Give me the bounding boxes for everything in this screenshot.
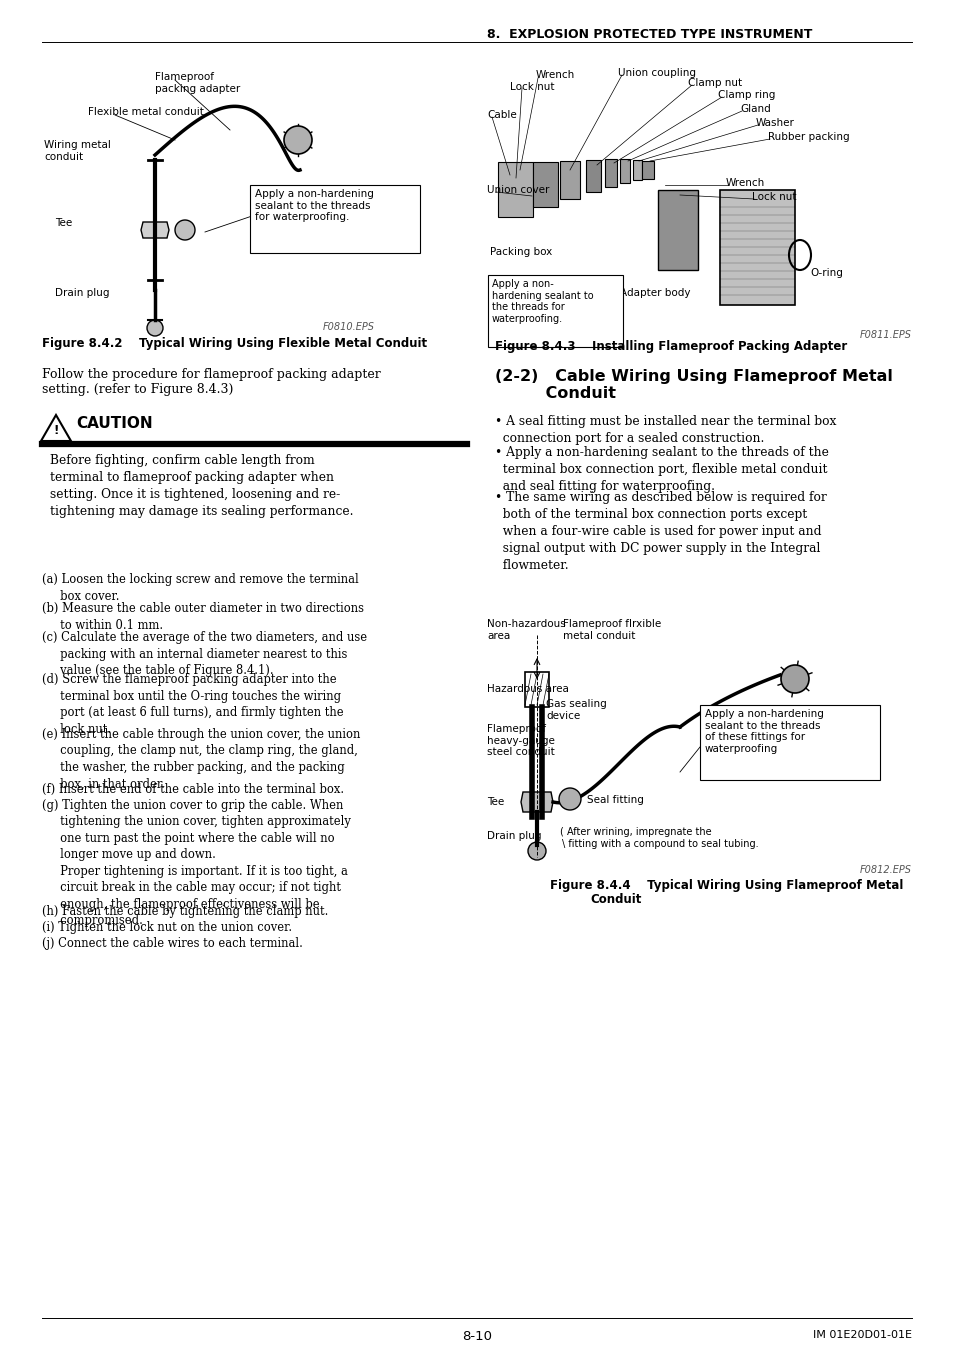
Circle shape — [781, 665, 808, 693]
Text: • A seal fitting must be installed near the terminal box
  connection port for a: • A seal fitting must be installed near … — [495, 415, 836, 444]
Bar — [585, 159, 600, 192]
Text: Tee: Tee — [55, 218, 72, 228]
Text: Apply a non-hardening
sealant to the threads
for waterproofing.: Apply a non-hardening sealant to the thr… — [254, 189, 374, 222]
Text: F0811.EPS: F0811.EPS — [859, 330, 911, 340]
Text: Lock nut: Lock nut — [751, 192, 796, 203]
Bar — [700, 705, 879, 780]
Text: Before fighting, confirm cable length from
terminal to flameproof packing adapte: Before fighting, confirm cable length fr… — [50, 454, 354, 517]
Text: Hazardous area: Hazardous area — [486, 684, 568, 694]
Text: • Apply a non-hardening sealant to the threads of the
  terminal box connection : • Apply a non-hardening sealant to the t… — [495, 446, 828, 493]
Text: Cable: Cable — [486, 109, 517, 120]
Text: (i) Tighten the lock nut on the union cover.: (i) Tighten the lock nut on the union co… — [42, 921, 292, 934]
Text: Flameproof
packing adapter: Flameproof packing adapter — [154, 72, 240, 93]
Text: O-ring: O-ring — [809, 267, 842, 278]
Text: (d) Screw the flameproof packing adapter into the
     terminal box until the O-: (d) Screw the flameproof packing adapter… — [42, 673, 343, 735]
Text: !: ! — [53, 424, 59, 436]
Polygon shape — [141, 222, 169, 238]
Bar — [641, 161, 654, 178]
Text: Apply a non-hardening
sealant to the threads
of these fittings for
waterproofing: Apply a non-hardening sealant to the thr… — [704, 709, 823, 754]
Text: Flameproof
heavy-gauge
steel conduit: Flameproof heavy-gauge steel conduit — [486, 724, 555, 757]
Text: Wrench: Wrench — [725, 178, 764, 188]
Circle shape — [284, 126, 312, 154]
Circle shape — [147, 320, 163, 336]
Text: (f) Insert the end of the cable into the terminal box.: (f) Insert the end of the cable into the… — [42, 782, 344, 796]
Text: (b) Measure the cable outer diameter in two directions
     to within 0.1 mm.: (b) Measure the cable outer diameter in … — [42, 603, 364, 632]
Text: Clamp nut: Clamp nut — [687, 78, 741, 88]
Bar — [533, 162, 558, 207]
Text: Drain plug: Drain plug — [55, 288, 110, 299]
Text: (g) Tighten the union cover to grip the cable. When
     tightening the union co: (g) Tighten the union cover to grip the … — [42, 798, 351, 927]
Bar — [250, 185, 419, 253]
Text: IM 01E20D01-01E: IM 01E20D01-01E — [812, 1329, 911, 1340]
Text: Figure 8.4.3    Installing Flameproof Packing Adapter: Figure 8.4.3 Installing Flameproof Packi… — [495, 340, 846, 353]
Text: Union coupling: Union coupling — [618, 68, 696, 78]
Text: 8-10: 8-10 — [461, 1329, 492, 1343]
Bar — [633, 159, 641, 180]
Circle shape — [527, 842, 545, 861]
Text: CAUTION: CAUTION — [76, 416, 152, 431]
Text: (h) Fasten the cable by tightening the clamp nut.: (h) Fasten the cable by tightening the c… — [42, 905, 328, 917]
Text: (j) Connect the cable wires to each terminal.: (j) Connect the cable wires to each term… — [42, 938, 302, 950]
Text: Figure 8.4.2    Typical Wiring Using Flexible Metal Conduit: Figure 8.4.2 Typical Wiring Using Flexib… — [42, 336, 427, 350]
Text: Follow the procedure for flameproof packing adapter
setting. (refer to Figure 8.: Follow the procedure for flameproof pack… — [42, 367, 380, 396]
Text: F0810.EPS: F0810.EPS — [323, 322, 375, 332]
Text: Wrench: Wrench — [536, 70, 575, 80]
Text: Figure 8.4.4    Typical Wiring Using Flameproof Metal: Figure 8.4.4 Typical Wiring Using Flamep… — [550, 880, 902, 892]
Bar — [559, 161, 579, 199]
Text: • The same wiring as described below is required for
  both of the terminal box : • The same wiring as described below is … — [495, 490, 826, 571]
Bar — [524, 671, 548, 707]
Text: Flameproof flrxible
metal conduit: Flameproof flrxible metal conduit — [562, 619, 660, 640]
Text: Clamp ring: Clamp ring — [718, 91, 775, 100]
Text: Apply a non-
hardening sealant to
the threads for
waterproofing.: Apply a non- hardening sealant to the th… — [492, 280, 593, 324]
Text: Flexible metal conduit: Flexible metal conduit — [88, 107, 204, 118]
Text: Conduit: Conduit — [495, 386, 616, 401]
Circle shape — [558, 788, 580, 811]
Text: Conduit: Conduit — [589, 893, 640, 907]
Text: Packing box: Packing box — [490, 247, 552, 257]
Bar — [720, 190, 794, 305]
Text: 8.  EXPLOSION PROTECTED TYPE INSTRUMENT: 8. EXPLOSION PROTECTED TYPE INSTRUMENT — [486, 28, 812, 41]
Bar — [604, 159, 617, 186]
Bar — [497, 162, 533, 218]
Text: Rubber packing: Rubber packing — [767, 132, 849, 142]
Bar — [619, 159, 629, 182]
Text: (c) Calculate the average of the two diameters, and use
     packing with an int: (c) Calculate the average of the two dia… — [42, 631, 367, 677]
Polygon shape — [520, 792, 553, 812]
Text: Wiring metal
conduit: Wiring metal conduit — [44, 141, 111, 162]
Text: Union cover: Union cover — [486, 185, 549, 195]
Text: Seal fitting: Seal fitting — [586, 794, 643, 805]
Text: F0812.EPS: F0812.EPS — [859, 865, 911, 875]
Text: (2-2)   Cable Wiring Using Flameproof Metal: (2-2) Cable Wiring Using Flameproof Meta… — [495, 369, 892, 384]
Text: Gland: Gland — [740, 104, 770, 113]
Text: Tee: Tee — [486, 797, 504, 807]
Text: (a) Loosen the locking screw and remove the terminal
     box cover.: (a) Loosen the locking screw and remove … — [42, 573, 358, 603]
Text: Gas sealing
device: Gas sealing device — [545, 698, 606, 720]
Text: Lock nut: Lock nut — [510, 82, 554, 92]
Bar — [658, 190, 698, 270]
Text: ( After wrining, impregnate the: ( After wrining, impregnate the — [559, 827, 711, 838]
Text: Washer: Washer — [755, 118, 794, 128]
Bar — [488, 276, 622, 347]
Text: (e) Insert the cable through the union cover, the union
     coupling, the clamp: (e) Insert the cable through the union c… — [42, 728, 360, 790]
Text: \ fitting with a compound to seal tubing.: \ fitting with a compound to seal tubing… — [561, 839, 758, 848]
Circle shape — [174, 220, 194, 240]
Text: Non-hazardous
area: Non-hazardous area — [486, 619, 565, 640]
Text: Adapter body: Adapter body — [619, 288, 690, 299]
Text: Drain plug: Drain plug — [486, 831, 541, 842]
